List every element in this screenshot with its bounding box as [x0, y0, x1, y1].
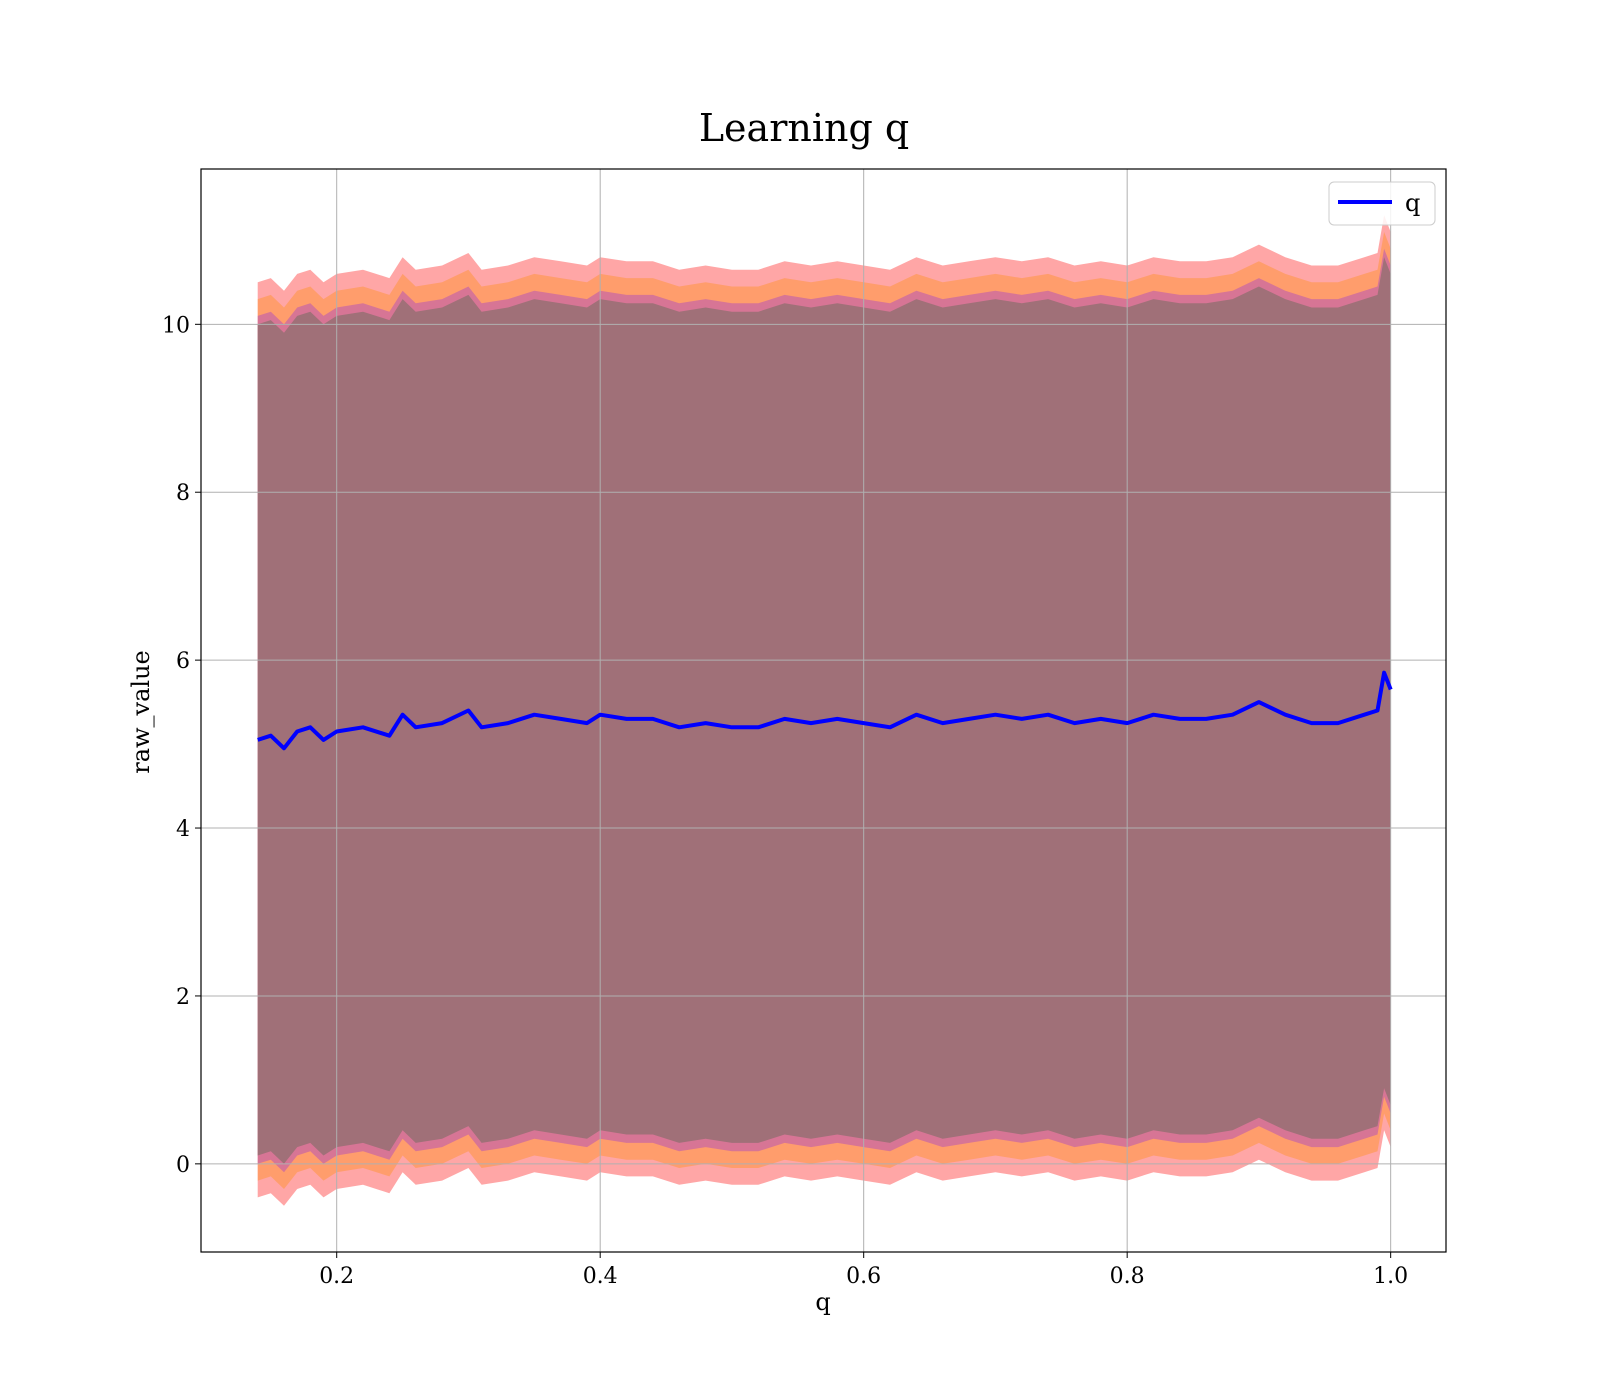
x-axis-label: q [815, 1288, 830, 1316]
x-tick-label: 0.8 [1110, 1264, 1145, 1289]
y-tick-label: 10 [162, 313, 190, 338]
y-axis-ticks: 0 2 4 6 8 10 [162, 313, 201, 1178]
x-tick-label: 0.6 [846, 1264, 881, 1289]
x-tick-label: 0.2 [319, 1264, 354, 1289]
y-tick-label: 2 [176, 985, 190, 1010]
x-tick-label: 0.4 [583, 1264, 618, 1289]
y-tick-label: 6 [176, 649, 190, 674]
chart-title: Learning q [699, 106, 909, 150]
series-line-layer [257, 670, 1393, 751]
plot-frame [200, 168, 1447, 1253]
x-axis-ticks: 0.2 0.4 0.6 0.8 1.0 [319, 1252, 1408, 1289]
band-core [257, 257, 1391, 1164]
series-line-q [257, 670, 1393, 751]
x-tick-label: 1.0 [1373, 1264, 1408, 1289]
y-tick-label: 8 [176, 481, 190, 506]
y-tick-label: 0 [176, 1153, 190, 1178]
legend: q [1328, 181, 1436, 226]
legend-label-q: q [1405, 189, 1420, 217]
confidence-bands [257, 215, 1391, 1206]
y-axis-label: raw_value [127, 650, 155, 774]
y-tick-label: 4 [176, 817, 190, 842]
grid-lines [201, 169, 1446, 1252]
